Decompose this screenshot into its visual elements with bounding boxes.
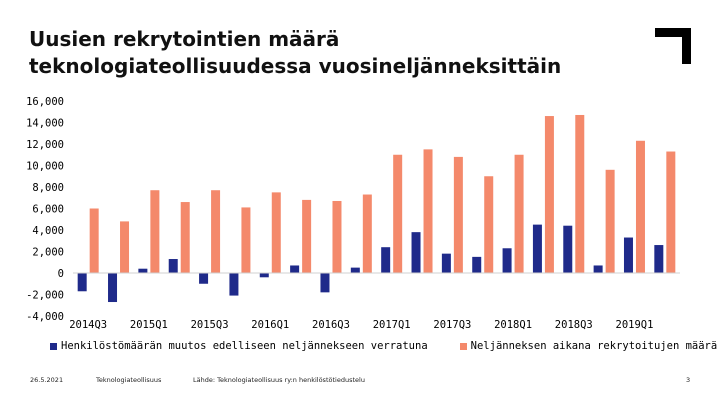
bar-headcount-change-2018Q4 — [593, 265, 603, 273]
bar-recruits-2014Q4 — [120, 221, 130, 273]
y-tick-label: 10,000 — [26, 161, 64, 173]
footer-page-number: 3 — [686, 376, 691, 384]
bar-recruits-2016Q4 — [362, 194, 372, 273]
bar-headcount-change-2016Q3 — [320, 273, 330, 293]
bar-recruits-2017Q3 — [453, 156, 463, 273]
bar-headcount-change-2017Q2 — [411, 232, 421, 273]
y-tick-label: 8,000 — [32, 182, 64, 194]
x-axis-ticks: 2014Q3 2015Q1 2015Q3 2016Q1 2016Q3 2017Q1 2017… — [69, 319, 653, 331]
bar-headcount-change-2017Q3 — [441, 253, 451, 273]
bar-recruits-2015Q1 — [150, 190, 160, 273]
title-line-2: teknologiateollisuudessa vuosineljänneks… — [29, 54, 562, 78]
bar-headcount-change-2014Q4 — [108, 273, 118, 303]
bar-recruits-2016Q1 — [271, 192, 281, 273]
bar-recruits-2017Q1 — [393, 154, 403, 273]
bar-recruits-2018Q4 — [605, 169, 615, 273]
brand-corner-logo — [655, 28, 691, 64]
y-tick-label: -4,000 — [26, 311, 64, 323]
bar-headcount-change-2017Q1 — [381, 247, 391, 273]
x-tick-label: 2019Q1 — [616, 319, 654, 331]
bar-headcount-change-2019Q2 — [654, 245, 664, 273]
bar-headcount-change-2015Q2 — [168, 259, 178, 273]
legend-label-recruits: Neljänneksen aikana rekrytoitujen määrä — [470, 340, 718, 352]
x-tick-label: 2015Q1 — [130, 319, 168, 331]
bar-recruits-2015Q4 — [241, 207, 251, 273]
x-tick-label: 2017Q3 — [433, 319, 471, 331]
y-tick-label: 14,000 — [26, 118, 64, 130]
bar-recruits-2017Q2 — [423, 149, 433, 273]
legend-swatch-change — [50, 342, 57, 350]
chart-legend: Henkilöstömäärän muutos edelliseen neljä… — [50, 340, 717, 352]
legend-label-change: Henkilöstömäärän muutos edelliseen neljä… — [61, 340, 428, 352]
bar-headcount-change-2017Q4 — [472, 256, 482, 273]
bar-headcount-change-2016Q2 — [290, 265, 300, 273]
bar-recruits-2015Q3 — [211, 190, 221, 273]
y-axis-ticks: -4,000 -2,000 0 2,000 4,000 6,000 8,000 10,000 1… — [26, 96, 64, 323]
footer-date: 26.5.2021 — [30, 376, 64, 384]
x-tick-label: 2016Q1 — [251, 319, 289, 331]
bar-headcount-change-2015Q1 — [138, 268, 148, 273]
bar-headcount-change-2014Q3 — [77, 273, 87, 292]
bar-headcount-change-2016Q1 — [259, 273, 269, 278]
footer-org: Teknologiateollisuus — [96, 376, 162, 384]
bar-headcount-change-2018Q3 — [563, 225, 573, 273]
y-tick-label: -2,000 — [26, 290, 64, 302]
bar-recruits-2014Q3 — [89, 208, 99, 273]
bar-recruits-2016Q3 — [332, 200, 342, 273]
bar-headcount-change-2019Q1 — [623, 237, 633, 273]
x-tick-label: 2017Q1 — [373, 319, 411, 331]
footer-source: Lähde: Teknologiateollisuus ry:n henkilö… — [193, 376, 365, 384]
bar-recruits-2016Q2 — [302, 199, 312, 273]
x-tick-label: 2015Q3 — [191, 319, 229, 331]
x-tick-label: 2018Q3 — [555, 319, 593, 331]
bar-recruits-2015Q2 — [180, 202, 190, 273]
bar-headcount-change-2018Q2 — [532, 224, 542, 273]
x-tick-label: 2016Q3 — [312, 319, 350, 331]
bar-headcount-change-2015Q4 — [229, 273, 239, 296]
x-tick-label: 2018Q1 — [494, 319, 532, 331]
bar-recruits-2017Q4 — [484, 176, 494, 273]
y-tick-label: 2,000 — [32, 247, 64, 259]
legend-swatch-recruits — [459, 342, 467, 350]
y-tick-label: 16,000 — [26, 96, 64, 108]
chart-title: Uusien rekrytointien määrä teknologiateo… — [29, 26, 561, 80]
bars — [77, 114, 676, 303]
bar-headcount-change-2016Q4 — [350, 267, 360, 273]
y-tick-label: 4,000 — [32, 225, 64, 237]
y-tick-label: 0 — [58, 268, 64, 280]
legend-item-change: Henkilöstömäärän muutos edelliseen neljä… — [50, 340, 428, 352]
bar-recruits-2018Q3 — [575, 114, 585, 273]
y-tick-label: 6,000 — [32, 204, 64, 216]
title-line-1: Uusien rekrytointien määrä — [29, 27, 340, 51]
bar-recruits-2018Q1 — [514, 154, 524, 273]
legend-item-recruits: Neljänneksen aikana rekrytoitujen määrä — [459, 340, 718, 352]
bar-headcount-change-2015Q3 — [199, 273, 209, 284]
bar-recruits-2018Q2 — [544, 116, 554, 273]
x-tick-label: 2014Q3 — [69, 319, 107, 331]
y-tick-label: 12,000 — [26, 139, 64, 151]
bar-recruits-2019Q2 — [666, 151, 676, 273]
bar-headcount-change-2018Q1 — [502, 248, 512, 273]
bar-recruits-2019Q1 — [635, 140, 645, 273]
